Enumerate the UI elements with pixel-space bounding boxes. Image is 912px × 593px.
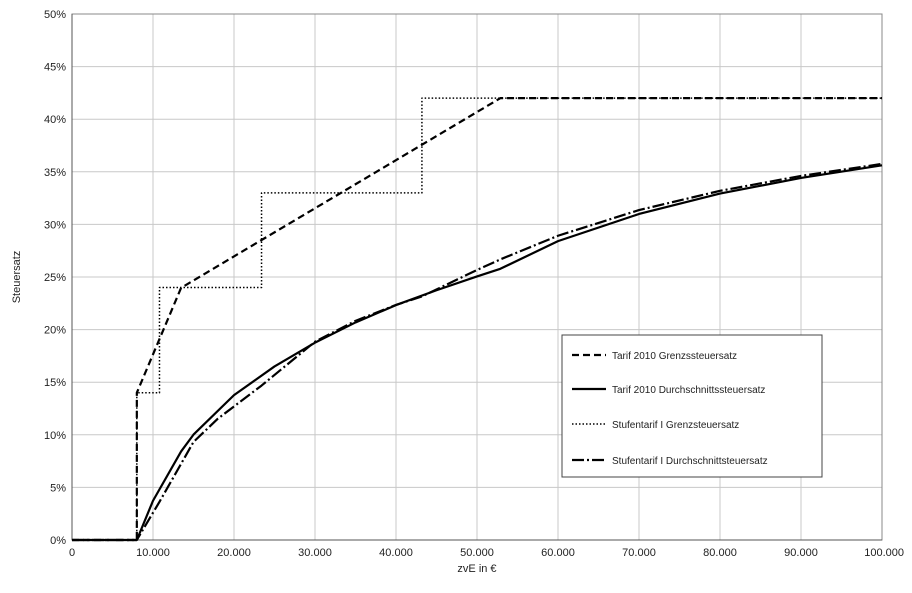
x-tick-label: 0 — [69, 547, 75, 559]
y-tick-label: 50% — [44, 9, 66, 21]
x-tick-label: 80.000 — [703, 547, 737, 559]
legend-box — [561, 334, 823, 478]
y-tick-labels: 0% 5% 10% 15% 20% 25% 30% 35% 40% 45% 50% — [44, 9, 66, 547]
legend: Tarif 2010 Grenzssteuersatz Tarif 2010 D… — [561, 334, 823, 478]
legend-label-stufen-durchschnitt: Stufentarif I Durchschnittsteuersatz — [612, 456, 768, 467]
y-tick-label: 15% — [44, 377, 66, 389]
x-tick-label: 90.000 — [784, 547, 818, 559]
legend-label-tarif-grenz: Tarif 2010 Grenzssteuersatz — [612, 351, 737, 362]
x-tick-label: 100.000 — [864, 547, 904, 559]
legend-label-tarif-durchschnitt: Tarif 2010 Durchschnittssteuersatz — [612, 385, 765, 396]
y-tick-label: 5% — [50, 482, 66, 494]
x-tick-label: 30.000 — [298, 547, 332, 559]
x-tick-label: 50.000 — [460, 547, 494, 559]
series-lines — [72, 97, 883, 542]
y-tick-label: 40% — [44, 114, 66, 126]
line-stufentarif-durchschnittsteuersatz — [72, 162, 883, 542]
legend-label-stufen-grenz: Stufentarif I Grenzsteuersatz — [612, 420, 739, 431]
x-tick-label: 70.000 — [622, 547, 656, 559]
y-axis-label: Steuersatz — [11, 251, 23, 304]
x-axis-label: zvE in € — [457, 563, 496, 575]
x-tick-label: 20.000 — [217, 547, 251, 559]
x-tick-labels: 0 10.000 20.000 30.000 40.000 50.000 60.000 70.… — [69, 547, 904, 559]
axes — [71, 13, 883, 541]
x-tick-label: 40.000 — [379, 547, 413, 559]
y-tick-label: 45% — [44, 62, 66, 74]
y-tick-label: 20% — [44, 325, 66, 337]
x-tick-label: 60.000 — [541, 547, 575, 559]
y-tick-label: 10% — [44, 430, 66, 442]
y-tick-label: 35% — [44, 167, 66, 179]
y-tick-label: 0% — [50, 535, 66, 547]
y-tick-label: 25% — [44, 272, 66, 284]
y-tick-label: 30% — [44, 219, 66, 231]
x-tick-label: 10.000 — [136, 547, 170, 559]
